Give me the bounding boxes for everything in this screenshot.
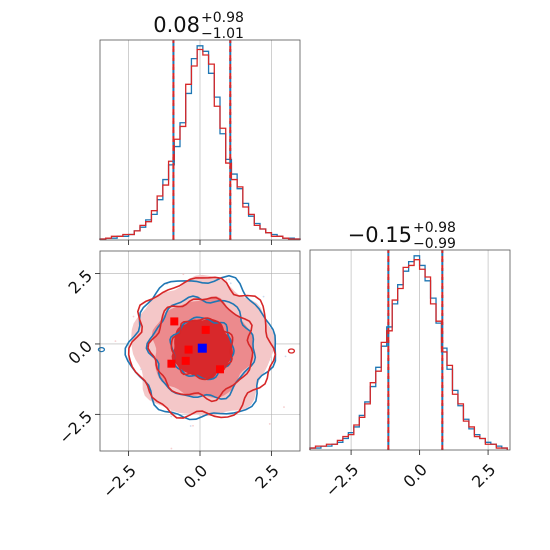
joint-scatter-point <box>189 425 192 427</box>
joint-scatter-point <box>262 295 265 298</box>
joint-scatter-point <box>229 282 232 285</box>
histogram-x-quantile-lines <box>172 40 232 240</box>
joint-scatter-point <box>192 424 194 427</box>
histogram-y-title-median: −0.15 <box>348 223 412 247</box>
joint-contour-island <box>287 348 296 354</box>
joint-red-marker <box>167 359 176 368</box>
joint-scatter-point <box>268 423 271 425</box>
joint-contour-line <box>145 295 257 400</box>
joint-scatter-point <box>284 355 287 358</box>
joint-x-tick-label: 0.0 <box>180 461 211 492</box>
histogram-y-steps <box>309 255 508 450</box>
joint-contour-lines <box>97 274 296 421</box>
joint-red-marker <box>170 317 179 326</box>
histogram-x-ticks <box>128 240 272 245</box>
joint-contour-panel: −2.5 0.0 2.5 2.5 0.0 −2.5 <box>55 250 301 502</box>
joint-contour-line <box>147 296 254 403</box>
histogram-y-tick-label: 2.5 <box>468 460 499 491</box>
joint-red-marker <box>181 356 190 365</box>
histogram-y-step-line <box>309 259 508 450</box>
histogram-x-gridlines <box>128 40 272 240</box>
histogram-y-step-line <box>309 255 508 450</box>
joint-scatter-point <box>114 340 117 343</box>
histogram-x-title-minus: −1.01 <box>201 26 244 42</box>
histogram-y-tick-label: 0.0 <box>399 460 430 491</box>
joint-scatter-point <box>132 315 135 318</box>
joint-contour-island <box>97 346 106 353</box>
joint-markers <box>167 317 224 374</box>
histogram-x-steps <box>99 45 301 240</box>
joint-scatter-point <box>170 415 173 418</box>
joint-y-tick-label: 0.0 <box>65 337 96 368</box>
joint-scatter-point <box>283 406 285 408</box>
histogram-y-gridlines <box>350 250 489 450</box>
joint-scatter-point <box>228 278 231 281</box>
joint-x-tick-label: 2.5 <box>251 461 282 492</box>
histogram-y-tick-label: −2.5 <box>321 460 362 501</box>
joint-y-tick-label: −2.5 <box>55 407 96 448</box>
histogram-y-panel: −0.15 +0.98 −0.99 −2.5 0.0 2.5 <box>309 220 511 501</box>
histogram-y-quantile-lines <box>387 250 444 450</box>
joint-blue-marker <box>197 343 207 353</box>
joint-red-marker <box>216 365 224 374</box>
joint-scatter-point <box>182 273 185 276</box>
histogram-x-step-line <box>99 48 301 240</box>
joint-red-marker <box>201 325 210 334</box>
joint-x-ticks: −2.5 0.0 2.5 <box>99 451 283 502</box>
histogram-y-title-plus: +0.98 <box>413 220 456 236</box>
joint-contour-line <box>127 276 277 419</box>
histogram-x-panel: 0.08 +0.98 −1.01 <box>99 10 301 245</box>
joint-red-marker <box>184 345 193 354</box>
joint-x-tick-label: −2.5 <box>99 461 140 502</box>
histogram-y-title-minus: −0.99 <box>413 236 456 252</box>
joint-y-ticks: 2.5 0.0 −2.5 <box>55 266 100 448</box>
histogram-x-title-plus: +0.98 <box>201 10 244 26</box>
histogram-y-frame <box>309 249 511 451</box>
joint-scatter-point <box>170 447 173 450</box>
joint-y-tick-label: 2.5 <box>65 266 96 297</box>
joint-scatter-point <box>225 278 228 281</box>
histogram-y-ticks: −2.5 0.0 2.5 <box>321 450 499 501</box>
histogram-x-title-median: 0.08 <box>153 13 200 37</box>
